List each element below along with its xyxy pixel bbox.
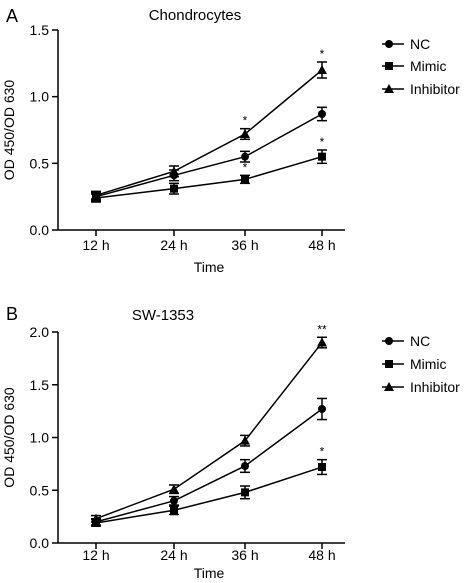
y-tick-label: 1.5: [30, 22, 50, 38]
legend-entry-inhibitor: Inhibitor: [382, 81, 460, 97]
series-mimic: *: [91, 445, 327, 527]
y-tick-label: 0.0: [30, 222, 50, 238]
panel-letter: B: [6, 304, 18, 324]
x-tick-label: 24 h: [160, 547, 187, 563]
series-mimic: **: [91, 135, 327, 203]
y-axis-title: OD 450/OD 630: [1, 387, 17, 488]
data-point: [241, 488, 249, 497]
legend-marker: [385, 337, 393, 345]
legend-entry-nc: NC: [382, 333, 430, 349]
data-point: [91, 513, 101, 523]
data-point: [169, 166, 179, 176]
y-tick-label: 0.5: [30, 155, 50, 171]
significance-mark: *: [243, 160, 248, 174]
x-tick-label: 36 h: [231, 237, 258, 253]
series-line: [95, 69, 323, 197]
series-line: [95, 113, 323, 198]
y-tick-label: 1.0: [30, 89, 50, 105]
legend-marker: [385, 62, 393, 70]
data-point: [241, 461, 249, 470]
data-point: [170, 496, 178, 505]
significance-mark: *: [320, 135, 325, 149]
legend-entry-mimic: Mimic: [382, 58, 447, 74]
y-tick-label: 0.0: [30, 535, 50, 551]
data-point: [241, 152, 249, 161]
data-point: [240, 435, 250, 445]
legend-entry-mimic: Mimic: [382, 356, 447, 372]
chart-panel-a: A Chondrocytes 0.0 0.5 1.0 1.5 12 h 24 h 36 h 48 …: [1, 6, 460, 275]
x-tick-label: 24 h: [160, 237, 187, 253]
data-point: [91, 190, 101, 200]
data-point: [317, 337, 327, 347]
series-line: [95, 408, 323, 523]
data-point: [318, 110, 326, 118]
legend-marker: [384, 382, 394, 391]
x-axis-title: Time: [194, 259, 225, 275]
legend-entry-nc: NC: [382, 36, 430, 52]
legend-label: Mimic: [410, 356, 447, 372]
panel-letter: A: [6, 6, 18, 26]
data-point: [169, 484, 179, 494]
x-tick-label: 36 h: [231, 547, 258, 563]
y-tick-label: 1.0: [30, 430, 50, 446]
x-tick-label: 48 h: [308, 237, 335, 253]
data-point: [170, 184, 178, 193]
series-inhibitor: **: [91, 47, 327, 201]
chart-title: SW-1353: [132, 307, 194, 324]
y-tick-label: 1.5: [30, 377, 50, 393]
chart-title: Chondrocytes: [149, 7, 242, 24]
legend-entry-inhibitor: Inhibitor: [382, 379, 460, 395]
data-point: [92, 518, 100, 527]
significance-mark: *: [320, 445, 325, 459]
y-tick-label: 2.0: [30, 324, 50, 340]
legend-marker: [384, 84, 394, 93]
x-tick-label: 12 h: [82, 237, 109, 253]
legend-marker: [385, 360, 393, 368]
series-inhibitor: **: [91, 322, 327, 523]
data-point: [240, 129, 250, 138]
legend-label: Inhibitor: [410, 81, 460, 97]
series-line: [95, 155, 323, 199]
legend-marker: [385, 40, 393, 48]
series-line: [95, 466, 323, 524]
data-point: [318, 463, 326, 472]
y-axis-title: OD 450/OD 630: [1, 80, 17, 181]
legend-label: NC: [410, 36, 430, 52]
legend-label: NC: [410, 333, 430, 349]
data-point: [241, 175, 249, 184]
data-point: [318, 152, 326, 161]
y-tick-label: 0.5: [30, 482, 50, 498]
data-point: [318, 405, 326, 414]
significance-mark: *: [243, 114, 248, 128]
x-tick-label: 48 h: [308, 547, 335, 563]
significance-mark: *: [320, 47, 325, 61]
x-tick-label: 12 h: [82, 547, 109, 563]
legend-label: Mimic: [410, 58, 447, 74]
data-point: [170, 506, 178, 515]
legend-label: Inhibitor: [410, 379, 460, 395]
significance-mark: **: [317, 322, 327, 336]
data-point: [317, 65, 327, 74]
x-axis-title: Time: [194, 565, 225, 581]
series-line: [95, 342, 323, 520]
chart-panel-b: B SW-1353 0.0 0.5 1.0 1.5 2.0 12 h 24 h 36 h 48 h T…: [1, 304, 460, 581]
